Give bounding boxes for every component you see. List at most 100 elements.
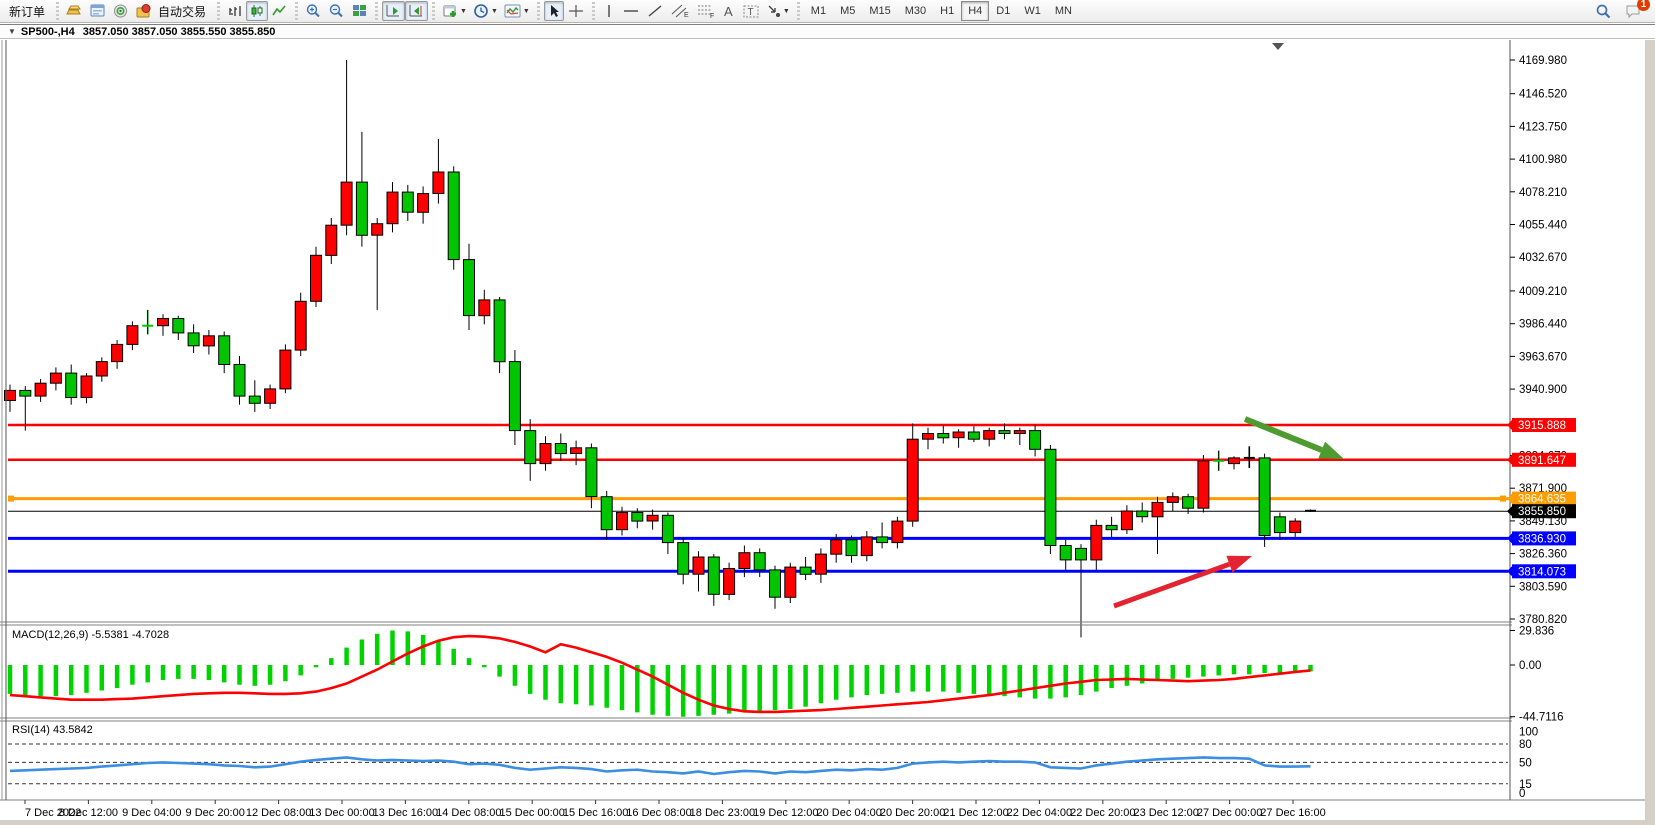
crosshair-tool-button[interactable] (564, 1, 588, 21)
chart-ohlc-values: 3857.050 3857.050 3855.550 3855.850 (82, 25, 276, 38)
svg-text:50: 50 (1519, 757, 1532, 769)
notifications-button[interactable]: 1 (1621, 0, 1650, 21)
toolbar-grip (55, 2, 61, 20)
svg-text:12 Dec 08:00: 12 Dec 08:00 (246, 807, 311, 819)
gold-ingot-icon (66, 5, 81, 14)
tile-windows-button[interactable] (348, 1, 371, 21)
svg-text:8 Dec 12:00: 8 Dec 12:00 (59, 807, 118, 819)
svg-text:14 Dec 08:00: 14 Dec 08:00 (436, 807, 501, 819)
cursor-icon (550, 5, 559, 17)
line-chart-icon (272, 5, 286, 16)
text-label-icon: T (743, 5, 759, 18)
svg-text:0.00: 0.00 (1519, 660, 1541, 672)
new-chart-icon (443, 5, 457, 17)
timeframe-h4[interactable]: H4 (961, 1, 990, 21)
svg-text:0: 0 (1519, 788, 1525, 800)
svg-text:21 Dec 12:00: 21 Dec 12:00 (943, 807, 1008, 819)
timeframe-m15[interactable]: M15 (869, 5, 891, 17)
gold-ingot-button[interactable] (63, 1, 86, 21)
bar-chart-icon (229, 6, 241, 16)
one-click-expander-icon[interactable]: ▼ (8, 27, 16, 36)
svg-text:F: F (710, 13, 714, 19)
fibonacci-tool[interactable]: F (693, 1, 719, 21)
toolbar-grip (590, 2, 596, 20)
timeframe-w1[interactable]: W1 (1024, 5, 1041, 17)
autotrade-icon (136, 4, 151, 18)
arrows-tool[interactable]: ▼ (763, 1, 793, 21)
svg-text:15 Dec 00:00: 15 Dec 00:00 (499, 807, 564, 819)
svg-text:A: A (724, 4, 733, 19)
zoom-out-button[interactable] (325, 1, 348, 21)
timeframe-m30[interactable]: M30 (904, 5, 927, 17)
svg-text:4123.750: 4123.750 (1519, 121, 1567, 133)
arrows-shapes-icon (768, 5, 780, 17)
svg-text:4100.980: 4100.980 (1519, 154, 1567, 166)
window-right-edge (1645, 40, 1655, 825)
chart-shift-button[interactable] (405, 1, 429, 21)
chart-shift-icon (409, 5, 423, 17)
market-watch-button[interactable] (86, 1, 109, 21)
text-tool[interactable]: A (719, 1, 739, 21)
vertical-line-tool[interactable] (599, 1, 619, 21)
candlestick-series (4, 60, 1316, 638)
chart-shift-marker[interactable] (1272, 43, 1284, 50)
line-chart-button[interactable] (268, 1, 291, 21)
new-order-button[interactable]: 新订单 (2, 1, 52, 21)
svg-text:16 Dec 08:00: 16 Dec 08:00 (626, 807, 691, 819)
market-watch-icon (90, 4, 105, 17)
timeframe-mn[interactable]: MN (1054, 5, 1072, 17)
timeframe-h1[interactable]: H1 (940, 5, 955, 17)
candlestick-chart-icon (251, 5, 263, 17)
chart-area[interactable]: MACD(12,26,9) -5.5381 -4.7028 RSI(14) 43.… (0, 40, 1655, 825)
zoom-in-button[interactable] (302, 1, 325, 21)
svg-text:3780.820: 3780.820 (1519, 614, 1567, 626)
timeframe-m1[interactable]: M1 (810, 5, 827, 17)
svg-text:80: 80 (1519, 739, 1532, 751)
svg-text:4032.670: 4032.670 (1519, 252, 1567, 264)
timeframe-d1[interactable]: D1 (996, 5, 1011, 17)
search-button[interactable] (1591, 1, 1615, 21)
toolbar-grip (795, 2, 801, 20)
timeframe-m5[interactable]: M5 (840, 5, 856, 17)
cursor-tool-button[interactable] (543, 1, 564, 21)
svg-text:9 Dec 04:00: 9 Dec 04:00 (122, 807, 181, 819)
svg-text:13 Dec 00:00: 13 Dec 00:00 (309, 807, 374, 819)
toolbar-grip (374, 2, 380, 20)
chart-title-bar: ▼ SP500-,H4 3857.050 3857.050 3855.550 3… (0, 24, 1655, 39)
bar-chart-button[interactable] (224, 1, 246, 21)
notification-badge: 1 (1637, 0, 1650, 11)
rsi-label: RSI(14) 43.5842 (12, 724, 93, 736)
main-toolbar: 新订单 自动交易 (0, 0, 1655, 23)
green-down-arrow[interactable] (1243, 416, 1344, 459)
svg-text:29.836: 29.836 (1519, 626, 1554, 638)
search-icon (1596, 4, 1611, 18)
chart-symbol-timeframe: SP500-,H4 (20, 25, 75, 38)
indicators-button[interactable]: ▼ (501, 1, 533, 21)
equidistant-channel-tool[interactable]: E (667, 1, 693, 21)
svg-text:18 Dec 23:00: 18 Dec 23:00 (690, 807, 755, 819)
horizontal-line-3864.635[interactable] (8, 495, 1508, 502)
red-up-arrow[interactable] (1113, 555, 1252, 609)
svg-text:19 Dec 12:00: 19 Dec 12:00 (753, 807, 818, 819)
candlestick-chart-button[interactable] (246, 1, 269, 21)
new-chart-button[interactable]: ▼ (439, 1, 470, 21)
autotrade-button[interactable]: 自动交易 (132, 1, 213, 21)
navigator-button[interactable] (109, 1, 132, 21)
period-button[interactable]: ▼ (470, 1, 501, 21)
chevron-down-icon: ▼ (522, 7, 530, 15)
auto-scroll-button[interactable] (382, 1, 406, 21)
rsi-indicator (8, 743, 1508, 785)
zoom-out-icon (329, 4, 343, 18)
price-axis[interactable]: 4169.980 4146.520 4123.750 4100.980 4078.210… (1510, 55, 1567, 800)
svg-text:20 Dec 04:00: 20 Dec 04:00 (816, 807, 881, 819)
macd-label: MACD(12,26,9) -5.5381 -4.7028 (12, 629, 169, 641)
svg-text:3891.647: 3891.647 (1518, 455, 1566, 467)
text-label-tool[interactable]: T (739, 1, 763, 21)
horizontal-line-tool[interactable] (619, 1, 643, 21)
crosshair-icon (568, 5, 583, 17)
svg-text:9 Dec 20:00: 9 Dec 20:00 (186, 807, 245, 819)
trendline-tool[interactable] (643, 1, 667, 21)
